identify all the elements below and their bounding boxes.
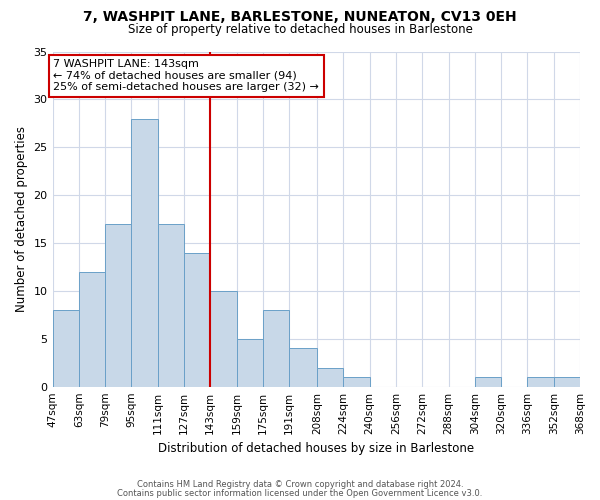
- Bar: [343, 377, 370, 386]
- Text: Contains public sector information licensed under the Open Government Licence v3: Contains public sector information licen…: [118, 488, 482, 498]
- Bar: [79, 272, 105, 386]
- Text: 7 WASHPIT LANE: 143sqm
← 74% of detached houses are smaller (94)
25% of semi-det: 7 WASHPIT LANE: 143sqm ← 74% of detached…: [53, 59, 319, 92]
- Bar: [527, 377, 554, 386]
- Bar: [263, 310, 289, 386]
- Text: 7, WASHPIT LANE, BARLESTONE, NUNEATON, CV13 0EH: 7, WASHPIT LANE, BARLESTONE, NUNEATON, C…: [83, 10, 517, 24]
- Text: Size of property relative to detached houses in Barlestone: Size of property relative to detached ho…: [128, 22, 472, 36]
- Bar: [210, 291, 236, 386]
- Bar: [317, 368, 343, 386]
- Bar: [53, 310, 79, 386]
- Bar: [184, 252, 210, 386]
- Bar: [158, 224, 184, 386]
- Bar: [105, 224, 131, 386]
- Bar: [131, 118, 158, 386]
- Text: Contains HM Land Registry data © Crown copyright and database right 2024.: Contains HM Land Registry data © Crown c…: [137, 480, 463, 489]
- Bar: [236, 339, 263, 386]
- Y-axis label: Number of detached properties: Number of detached properties: [15, 126, 28, 312]
- X-axis label: Distribution of detached houses by size in Barlestone: Distribution of detached houses by size …: [158, 442, 475, 455]
- Bar: [554, 377, 580, 386]
- Bar: [289, 348, 317, 387]
- Bar: [475, 377, 501, 386]
